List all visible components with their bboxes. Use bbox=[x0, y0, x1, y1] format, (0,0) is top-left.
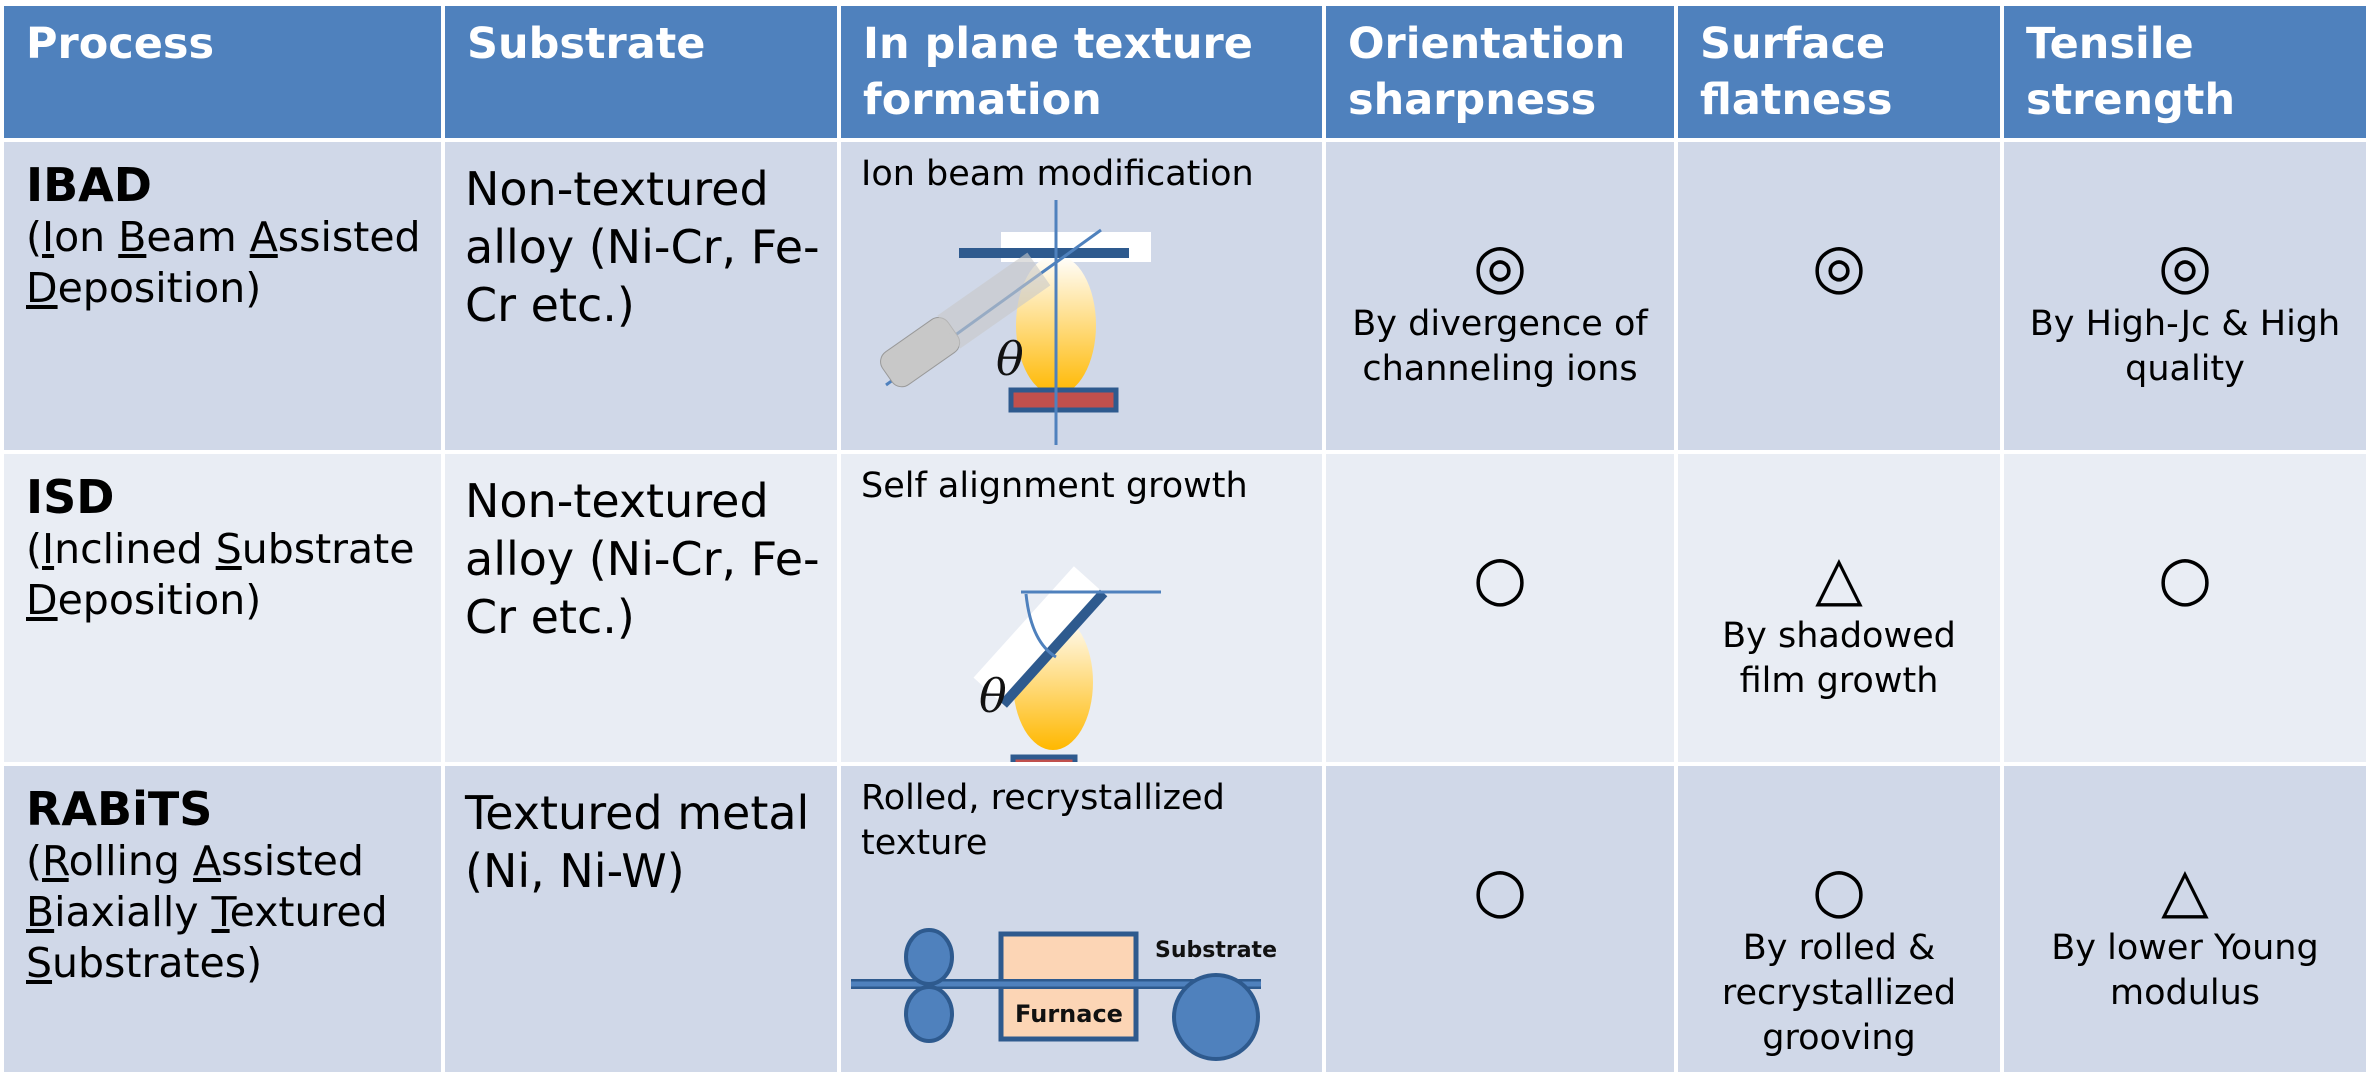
flatness-cell: ○ By rolled & recrystallized grooving bbox=[1678, 766, 2000, 1072]
rating-symbol: △ bbox=[2161, 853, 2209, 926]
process-cell: RABiTS (Rolling Assisted Biaxially Textur… bbox=[4, 766, 441, 1072]
rating-note: By lower Young modulus bbox=[2051, 928, 2319, 1013]
diagram: Furnace Substrate bbox=[851, 928, 1277, 1061]
table: Process Substrate In plane texture formati… bbox=[4, 6, 2366, 1072]
rating-note: By High-Jc & High quality bbox=[2029, 304, 2341, 389]
diagram: θ bbox=[880, 200, 1151, 445]
process-full-name: (Inclined Substrate Deposition) bbox=[26, 525, 415, 624]
flatness-cell: △ By shadowed film growth bbox=[1678, 454, 2000, 762]
strength-cell: ◎ By High-Jc & High quality bbox=[2004, 142, 2366, 450]
formation-label: Self alignment growth bbox=[861, 466, 1248, 506]
process-cell: ISD (Inclined Substrate Deposition) bbox=[4, 454, 441, 762]
process-full-name: (Ion Beam Assisted Deposition) bbox=[26, 213, 421, 312]
rating-symbol: △ bbox=[1815, 541, 1863, 614]
process-name: ISD bbox=[26, 470, 115, 524]
header-cell: Tensile strength bbox=[2004, 6, 2366, 138]
substrate-cell: Textured metal (Ni, Ni-W) bbox=[445, 766, 837, 1072]
formation-cell: Self alignment growth θ bbox=[841, 454, 1322, 762]
rating-symbol: ○ bbox=[1811, 853, 1867, 926]
header-cell: Process bbox=[4, 6, 441, 138]
process-full-name: (Rolling Assisted Biaxially Textured Sub… bbox=[26, 837, 388, 987]
orientation-cell: ○ bbox=[1326, 454, 1674, 762]
header-cell: Substrate bbox=[445, 6, 837, 138]
diagram-label: Furnace bbox=[1015, 1000, 1123, 1028]
formation-label: Rolled, recrystallized texture bbox=[861, 778, 1225, 863]
rating-symbol: ◎ bbox=[2157, 229, 2213, 302]
process-name: RABiTS bbox=[26, 782, 213, 836]
diagram-label: Substrate bbox=[1155, 938, 1277, 963]
strength-cell: △ By lower Young modulus bbox=[2004, 766, 2366, 1072]
rating-note: By shadowed film growth bbox=[1722, 616, 1956, 701]
rating-symbol: ○ bbox=[2157, 541, 2213, 614]
diagram: θ bbox=[973, 566, 1161, 762]
header-cell: Surface flatness bbox=[1678, 6, 2000, 138]
formation-cell: Rolled, recrystallized texture Furnace Su… bbox=[841, 766, 1322, 1072]
process-name: IBAD bbox=[26, 158, 152, 212]
rating-note: By divergence of channeling ions bbox=[1352, 304, 1648, 389]
rating-symbol: ◎ bbox=[1472, 229, 1528, 302]
diagram-label: θ bbox=[979, 669, 1007, 723]
process-cell: IBAD (Ion Beam Assisted Deposition) bbox=[4, 142, 441, 450]
rating-symbol: ○ bbox=[1472, 541, 1528, 614]
orientation-cell: ◎ By divergence of channeling ions bbox=[1326, 142, 1674, 450]
orientation-cell: ○ bbox=[1326, 766, 1674, 1072]
diagram-label: θ bbox=[996, 332, 1024, 386]
rating-symbol: ○ bbox=[1472, 853, 1528, 926]
substrate-cell: Non-textured alloy (Ni-Cr, Fe-Cr etc.) bbox=[445, 142, 837, 450]
flatness-cell: ◎ bbox=[1678, 142, 2000, 450]
strength-cell: ○ bbox=[2004, 454, 2366, 762]
formation-label: Ion beam modification bbox=[861, 154, 1254, 194]
header-cell: Orientation sharpness bbox=[1326, 6, 1674, 138]
rating-symbol: ◎ bbox=[1811, 229, 1867, 302]
rating-note: By rolled & recrystallized grooving bbox=[1721, 928, 1957, 1058]
header-cell: In plane texture formation bbox=[841, 6, 1322, 138]
formation-cell: Ion beam modification θ bbox=[841, 142, 1322, 450]
substrate-cell: Non-textured alloy (Ni-Cr, Fe-Cr etc.) bbox=[445, 454, 837, 762]
